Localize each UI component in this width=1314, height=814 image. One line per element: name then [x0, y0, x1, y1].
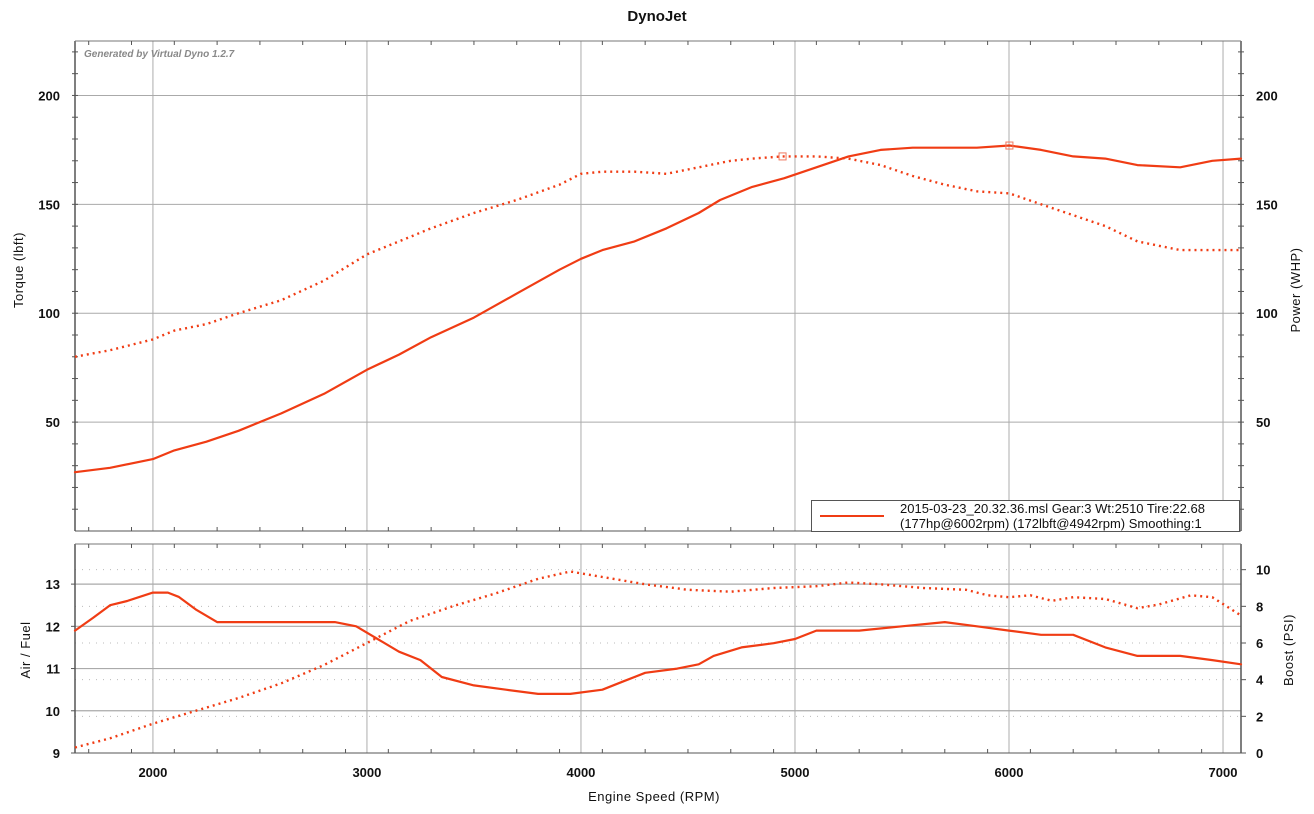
legend-line2: (177hp@6002rpm) (172lbft@4942rpm) Smooth… [900, 516, 1202, 531]
boost-tick-label: 8 [1256, 599, 1263, 614]
y-tick-label-left: 200 [38, 88, 60, 103]
afr-tick-label: 11 [46, 662, 60, 677]
x-tick-label: 7000 [1209, 765, 1238, 780]
watermark: Generated by Virtual Dyno 1.2.7 [84, 49, 235, 60]
boost-tick-label: 10 [1256, 563, 1270, 578]
y-axis-label-torque: Torque (lbft) [11, 232, 26, 308]
x-tick-label: 3000 [352, 765, 381, 780]
y-axis-label-boost: Boost (PSI) [1281, 614, 1296, 686]
y-tick-label-right: 150 [1256, 197, 1278, 212]
boost-tick-label: 6 [1256, 636, 1263, 651]
peak-marker [1005, 141, 1014, 150]
boost-tick-label: 4 [1256, 673, 1264, 688]
y-tick-label-right: 100 [1256, 306, 1278, 321]
legend: 2015-03-23_20.32.36.msl Gear:3 Wt:2510 T… [811, 500, 1240, 532]
afr-line [73, 591, 1243, 696]
boost-line [74, 570, 1242, 749]
y-tick-label-right: 50 [1256, 415, 1270, 430]
y-axis-label-power: Power (WHP) [1288, 248, 1303, 333]
afr-tick-label: 12 [46, 619, 60, 634]
y-tick-label-left: 150 [38, 197, 60, 212]
chart-title: DynoJet [627, 8, 687, 25]
afr-tick-label: 9 [53, 746, 60, 761]
y-tick-label-right: 200 [1256, 88, 1278, 103]
boost-tick-label: 0 [1256, 746, 1263, 761]
x-tick-label: 5000 [781, 765, 810, 780]
afr-tick-label: 10 [46, 704, 60, 719]
x-tick-label: 6000 [995, 765, 1024, 780]
legend-line1: 2015-03-23_20.32.36.msl Gear:3 Wt:2510 T… [900, 501, 1205, 516]
x-tick-label: 4000 [566, 765, 595, 780]
torque-line [74, 155, 1241, 358]
y-axis-label-afr: Air / Fuel [18, 621, 33, 678]
peak-marker [778, 152, 787, 161]
afr-tick-label: 13 [46, 577, 60, 592]
legend-swatch [820, 515, 884, 517]
x-axis-label: Engine Speed (RPM) [588, 789, 720, 804]
boost-tick-label: 2 [1256, 709, 1263, 724]
y-tick-label-left: 50 [46, 415, 60, 430]
power-line [73, 144, 1243, 474]
y-tick-label-left: 100 [38, 306, 60, 321]
x-tick-label: 2000 [138, 765, 167, 780]
